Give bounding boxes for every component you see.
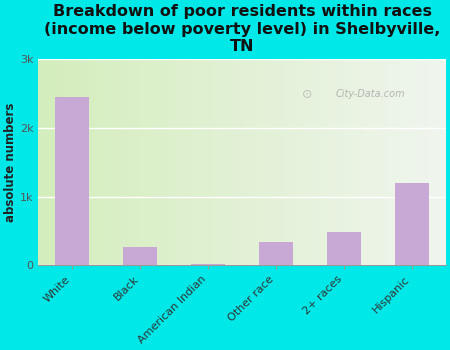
Text: ⊙: ⊙ — [302, 88, 313, 101]
Bar — [123, 247, 157, 265]
Y-axis label: absolute numbers: absolute numbers — [4, 103, 17, 222]
Bar — [395, 183, 429, 265]
Bar — [327, 231, 361, 265]
Title: Breakdown of poor residents within races
(income below poverty level) in Shelbyv: Breakdown of poor residents within races… — [44, 4, 440, 54]
Bar — [259, 243, 293, 265]
Text: City-Data.com: City-Data.com — [336, 89, 405, 99]
Bar — [55, 97, 90, 265]
